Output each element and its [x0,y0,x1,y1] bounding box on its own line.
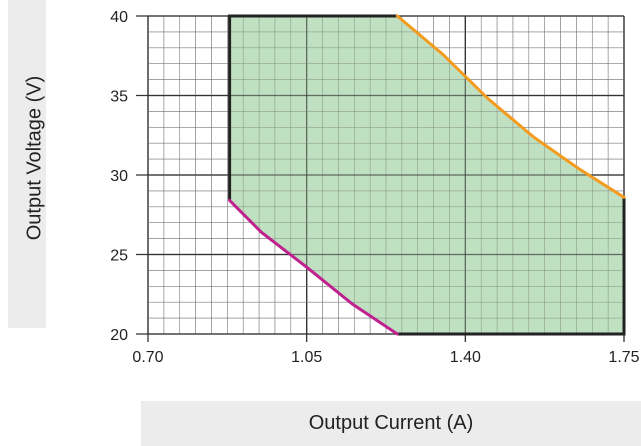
grid-overlay [148,16,624,334]
x-tick-label: 1.40 [450,349,481,366]
y-tick-label: 35 [110,89,128,106]
y-tick-label: 25 [110,248,128,265]
y-tick-label: 20 [110,327,128,344]
x-tick-label: 0.70 [132,349,163,366]
x-axis-label: Output Current (A) [141,412,641,435]
x-tick-label: 1.05 [291,349,322,366]
x-axis-label-box: Output Current (A) [141,401,641,446]
y-tick-label: 30 [110,168,128,185]
curves [148,16,624,334]
x-tick-label: 1.75 [608,349,639,366]
y-tick-label: 40 [110,9,128,26]
chart-svg: 20 25 30 35 40 0.70 1.05 1.40 1.75 [0,0,641,400]
